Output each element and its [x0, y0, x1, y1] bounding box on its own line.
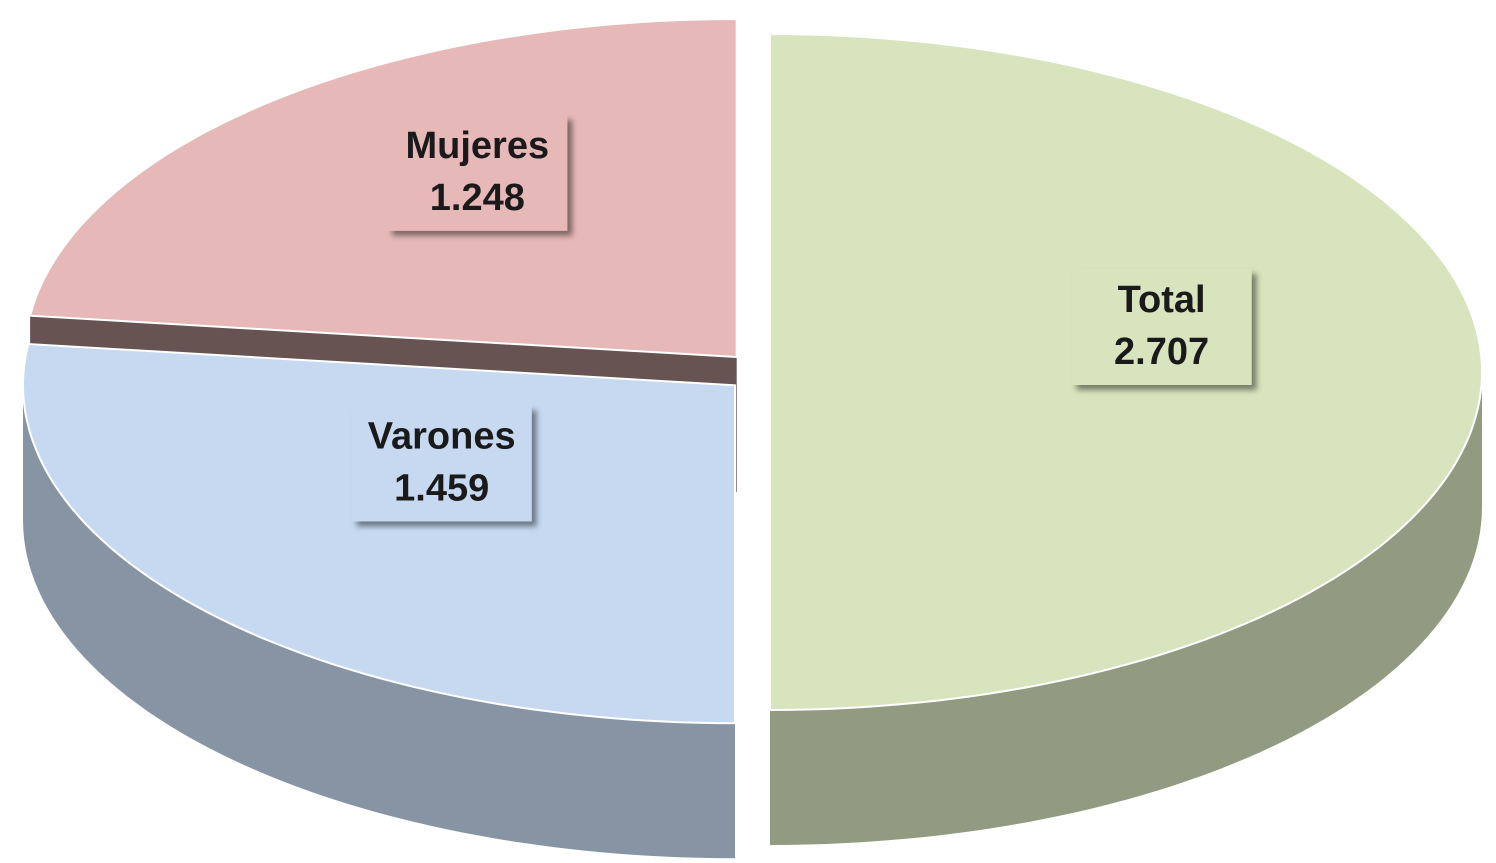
label-value: 1.459 [394, 467, 489, 509]
slice [21, 342, 736, 725]
label-value: 2.707 [1114, 331, 1209, 373]
data-label: Total 2.707 [1071, 269, 1252, 385]
data-label: Mujeres 1.248 [387, 114, 568, 231]
label-category: Total [1118, 279, 1206, 321]
data-label: Varones 1.459 [351, 405, 532, 522]
label-box [1071, 269, 1252, 385]
label-box [351, 405, 532, 522]
label-box [387, 114, 568, 231]
label-category: Varones [368, 415, 516, 457]
slice-side [23, 385, 735, 859]
label-category: Mujeres [405, 125, 549, 167]
label-value: 1.248 [430, 177, 525, 219]
slice [28, 17, 738, 359]
slice-side [770, 372, 1482, 845]
